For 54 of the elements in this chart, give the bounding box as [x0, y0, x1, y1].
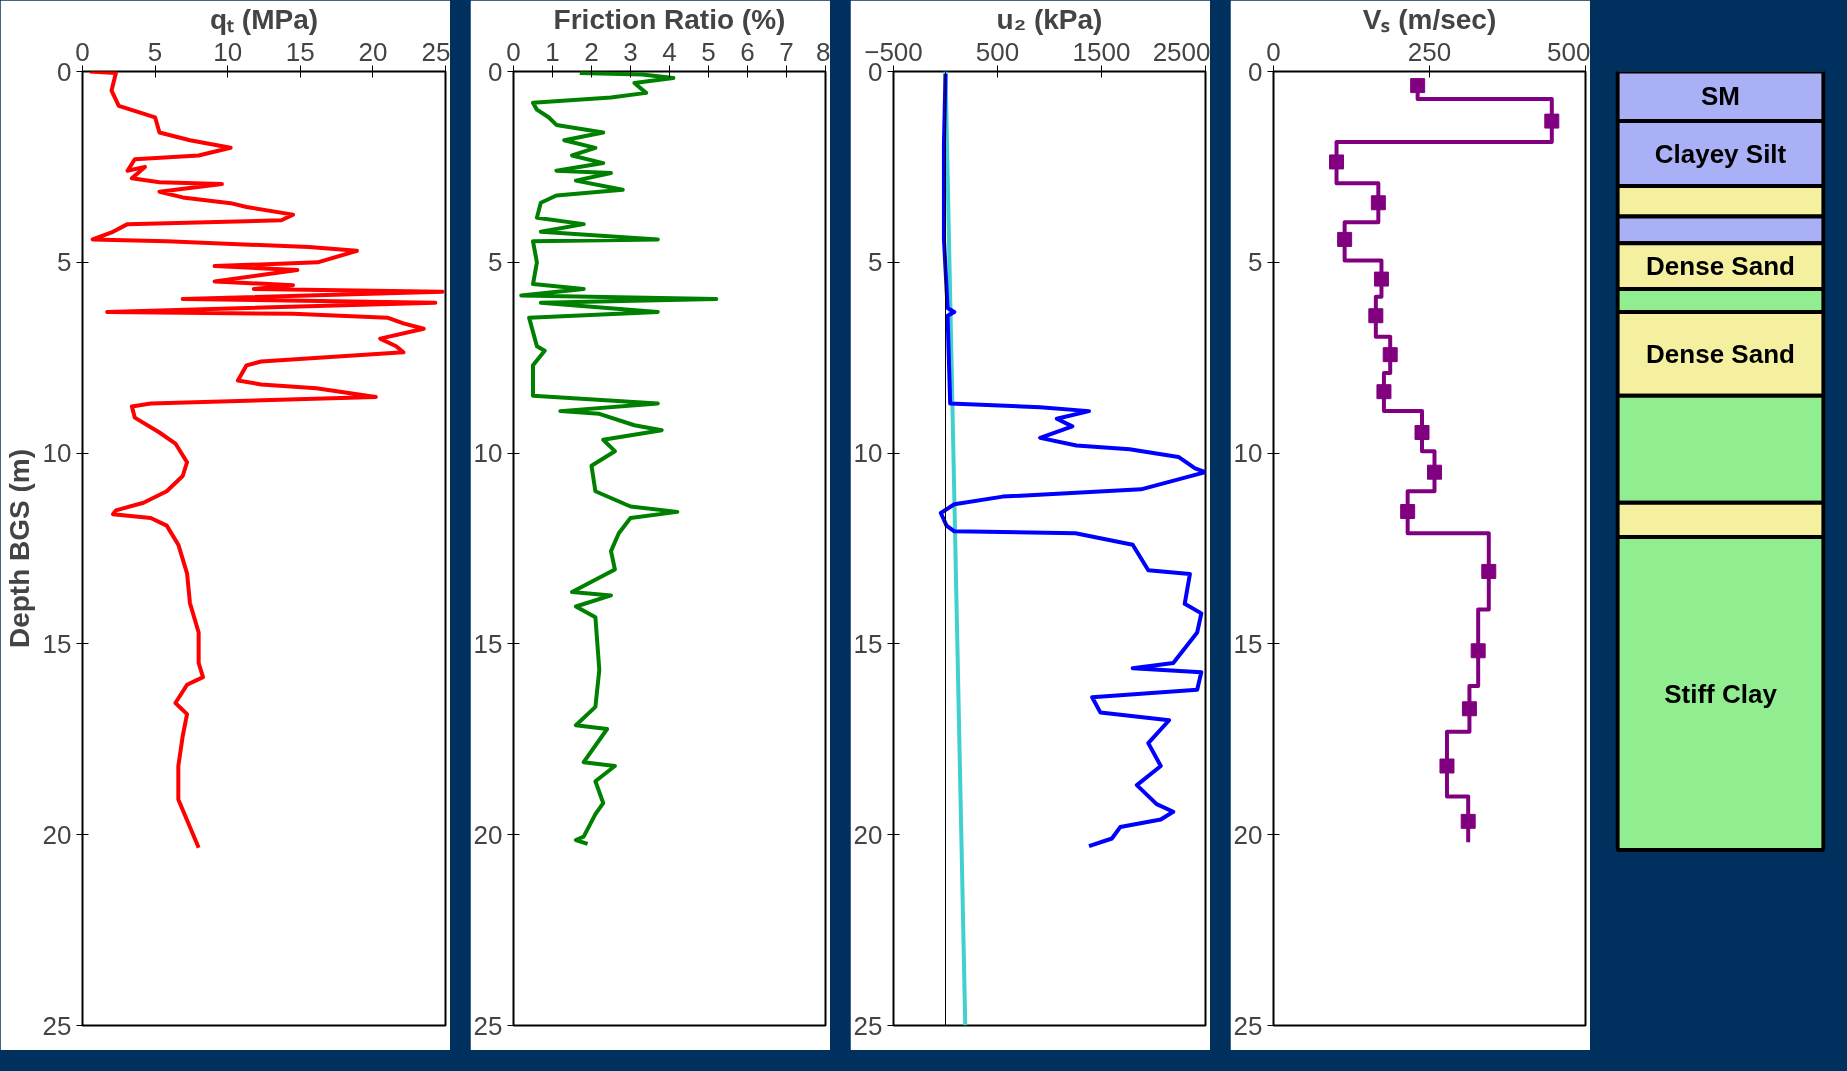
- series-label: Clayey Silt: [1654, 138, 1787, 169]
- series-label: Dense Sand: [1646, 338, 1795, 369]
- y-tick-label: 25: [853, 1010, 883, 1041]
- y-tick-label: 0: [1248, 56, 1263, 87]
- x-tick-label: 6: [740, 36, 755, 67]
- x-tick-label: 25: [421, 36, 451, 67]
- y-tick-label: 15: [853, 628, 883, 659]
- line-series: [938, 71, 1206, 849]
- line-series: [519, 71, 719, 846]
- y-tick-label: 10: [42, 438, 72, 469]
- y-tick-label: 25: [1233, 1010, 1263, 1041]
- x-tick-label: 5: [147, 36, 163, 67]
- x-tick-label: 3: [623, 36, 638, 67]
- x-tick-label: 8: [816, 36, 831, 67]
- y-tick-label: 15: [1233, 628, 1263, 659]
- y-tick-label: 5: [868, 247, 883, 278]
- y-tick-label: 5: [488, 247, 503, 278]
- series-label: SM: [1701, 81, 1740, 112]
- x-tick-label: 500: [1547, 36, 1591, 67]
- y-tick-label: 10: [853, 438, 883, 469]
- y-tick-label: 5: [1248, 247, 1263, 278]
- y-axis-title: Depth BGS (m): [3, 448, 35, 649]
- y-tick-label: 20: [473, 819, 503, 850]
- series-label: Stiff Clay: [1664, 678, 1778, 709]
- y-tick-label: 20: [42, 819, 72, 850]
- x-tick-label: 4: [662, 36, 677, 67]
- x-axis-title: qₜ (MPa): [209, 3, 319, 35]
- series-label: Dense Sand: [1646, 251, 1795, 282]
- y-tick-label: 5: [57, 247, 72, 278]
- x-tick-label: 2500: [1152, 36, 1211, 67]
- y-tick-label: 0: [488, 56, 503, 87]
- x-tick-label: 7: [779, 36, 794, 67]
- x-tick-label: 500: [975, 36, 1020, 67]
- y-tick-label: 15: [473, 628, 503, 659]
- x-axis-title: u₂ (kPa): [996, 3, 1103, 35]
- x-tick-label: 2: [584, 36, 599, 67]
- x-tick-label: 15: [285, 36, 315, 67]
- y-tick-label: 0: [57, 56, 72, 87]
- x-tick-label: 5: [701, 36, 716, 67]
- x-axis-title: Vₛ (m/sec): [1362, 3, 1497, 35]
- y-tick-label: 10: [473, 438, 503, 469]
- x-axis-title: Friction Ratio (%): [553, 3, 786, 35]
- y-tick-label: 25: [42, 1010, 72, 1041]
- y-tick-label: 15: [42, 628, 72, 659]
- line-series: [87, 71, 445, 850]
- y-tick-label: 20: [853, 819, 883, 850]
- x-tick-label: 1500: [1072, 36, 1131, 67]
- x-tick-label: 10: [213, 36, 243, 67]
- x-tick-label: 20: [358, 36, 388, 67]
- x-tick-label: 1: [545, 36, 560, 67]
- y-tick-label: 20: [1233, 819, 1263, 850]
- x-tick-label: 250: [1407, 36, 1452, 67]
- y-tick-label: 10: [1233, 438, 1263, 469]
- y-tick-label: 25: [473, 1010, 503, 1041]
